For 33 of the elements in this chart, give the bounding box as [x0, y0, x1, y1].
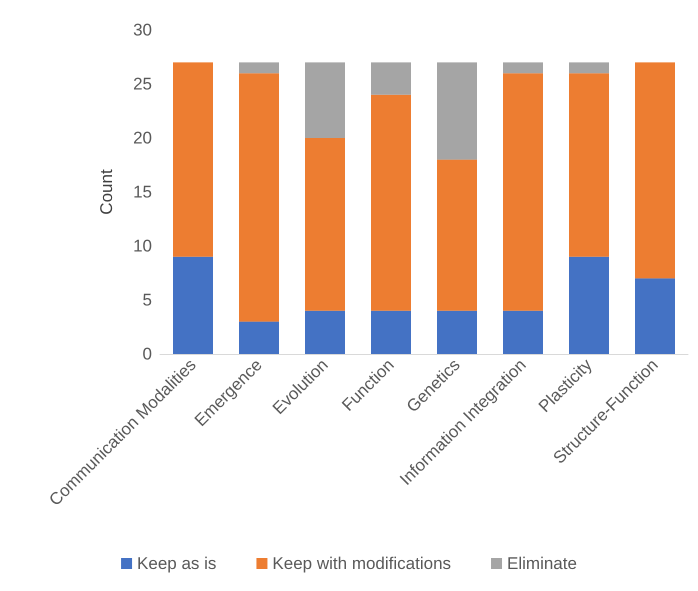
y-tick-label: 20: [133, 128, 152, 148]
bar: [437, 310, 477, 354]
bar: [239, 322, 279, 354]
bar: [503, 310, 543, 354]
bar: [305, 62, 345, 138]
bar: [371, 62, 411, 95]
bar: [371, 94, 411, 311]
bar: [503, 62, 543, 74]
y-axis-title: Count: [97, 169, 116, 215]
y-tick-label: 10: [133, 236, 152, 256]
bar: [305, 138, 345, 311]
bar: [437, 62, 477, 160]
bar: [569, 256, 609, 354]
bar: [635, 62, 675, 278]
y-tick-label: 30: [133, 20, 152, 40]
bar: [569, 62, 609, 74]
bar: [635, 278, 675, 354]
y-tick-label: 5: [142, 290, 152, 310]
y-tick-label: 0: [142, 344, 152, 364]
bar: [173, 62, 213, 257]
bar: [503, 73, 543, 311]
bar: [173, 256, 213, 354]
legend-label: Keep as is: [137, 554, 216, 573]
bar: [239, 62, 279, 74]
bar: [239, 73, 279, 322]
y-tick-label: 25: [133, 74, 152, 94]
y-tick-label: 15: [133, 182, 152, 202]
bar: [437, 160, 477, 311]
legend-label: Keep with modifications: [272, 554, 452, 573]
legend-label: Eliminate: [507, 554, 577, 573]
bar: [305, 310, 345, 354]
bar: [371, 310, 411, 354]
bar: [569, 73, 609, 257]
